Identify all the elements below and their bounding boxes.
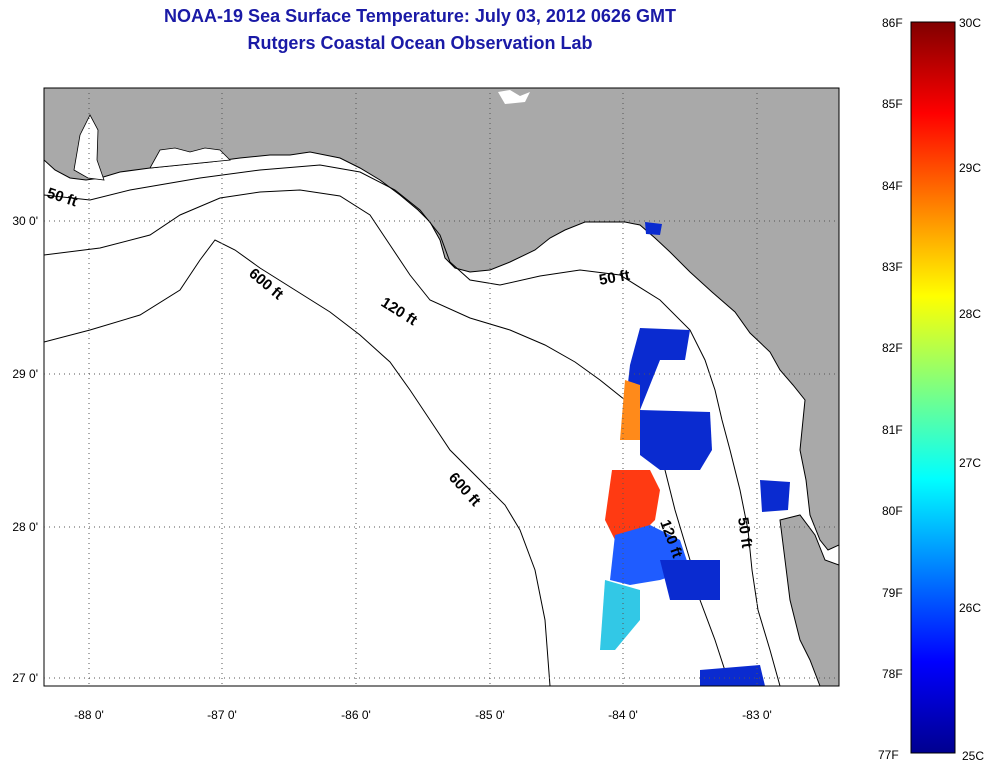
lake <box>498 90 530 104</box>
map-title: NOAA-19 Sea Surface Temperature: July 03… <box>164 6 676 26</box>
land-peninsula-south <box>779 514 839 686</box>
colorbar-f-label: 77F <box>878 748 899 762</box>
colorbar-f-label: 81F <box>882 423 903 437</box>
lon-tick-label: -85 0' <box>475 708 505 722</box>
colorbar-c-label: 28C <box>959 307 982 321</box>
colorbar-f-label: 84F <box>882 179 903 193</box>
depth-label: 50 ft <box>598 267 631 289</box>
bay-inlet <box>149 147 231 169</box>
lat-tick-label: 30 0' <box>12 214 38 228</box>
contour-50ft <box>44 164 781 686</box>
colorbar-f-label: 85F <box>882 97 903 111</box>
colorbar-f-label: 78F <box>882 667 903 681</box>
colorbar-c-label: 30C <box>959 16 982 30</box>
map-frame <box>43 87 840 687</box>
colorbar-f-label: 79F <box>882 586 903 600</box>
colorbar-c-label: 27C <box>959 456 982 470</box>
colorbar-f-label: 80F <box>882 504 903 518</box>
lat-tick-label: 27 0' <box>12 671 38 685</box>
colorbar-f-label: 86F <box>882 16 903 30</box>
sst-swath <box>600 222 790 686</box>
colorbar-c-label: 26C <box>959 601 982 615</box>
colorbar-c-label: 25C <box>962 749 985 763</box>
colorbar-f-label: 83F <box>882 260 903 274</box>
colorbar-f-label: 82F <box>882 341 903 355</box>
lon-tick-label: -87 0' <box>207 708 237 722</box>
lat-tick-label: 29 0' <box>12 367 38 381</box>
lon-tick-label: -88 0' <box>74 708 104 722</box>
lon-tick-label: -83 0' <box>742 708 772 722</box>
lon-tick-label: -86 0' <box>341 708 371 722</box>
bay-inlet <box>73 114 105 181</box>
depth-label: 50 ft <box>734 516 755 549</box>
contour-600ft <box>44 239 551 686</box>
colorbar-c-label: 29C <box>959 161 982 175</box>
map-subtitle: Rutgers Coastal Ocean Observation Lab <box>247 33 593 53</box>
lat-tick-label: 28 0' <box>12 520 38 534</box>
lon-tick-label: -84 0' <box>608 708 638 722</box>
colorbar <box>910 21 956 754</box>
contour-120ft <box>44 189 731 686</box>
